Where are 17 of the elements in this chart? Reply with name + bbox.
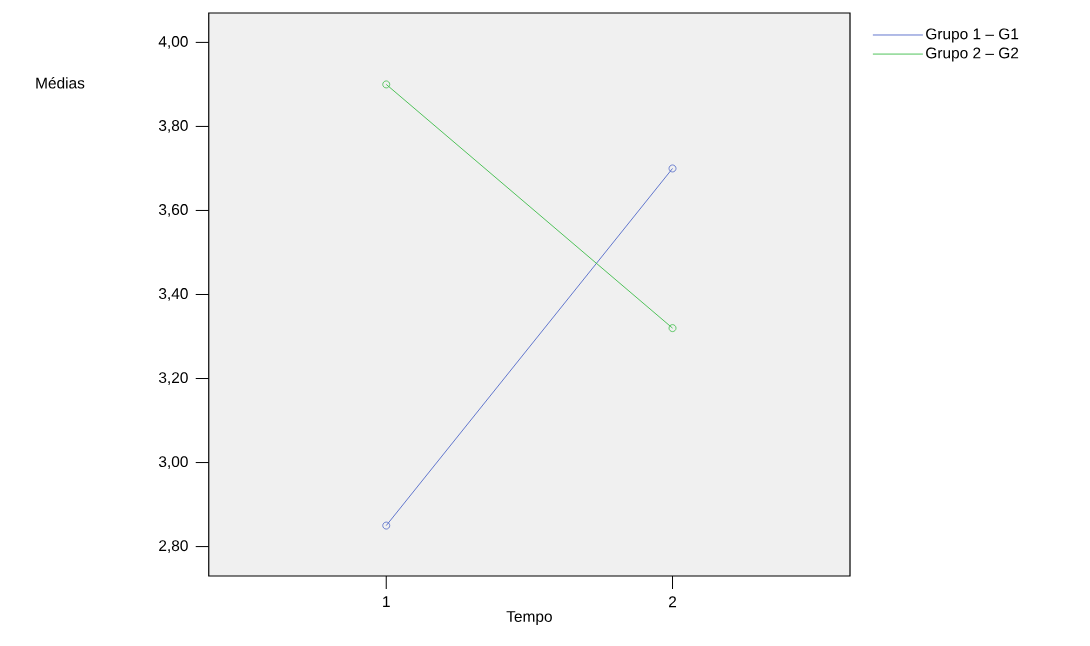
y-tick-label: 2,80 [159,540,188,553]
legend-label: Grupo 1 – G1 [926,28,1019,43]
point [668,164,677,173]
y-axis-title: Médias [36,77,85,89]
y-tick-label: 4,00 [158,36,188,49]
point [382,80,391,89]
x-axis-title: Tempo [506,611,552,626]
y-tick-label: 3,20 [158,372,188,385]
x-tick-label: 1 [383,596,390,607]
y-tick-label: 3,80 [158,120,188,133]
y-tick-label: 3,60 [158,204,188,217]
x-tick-label: 2 [669,596,677,608]
y-tick-label: 3,00 [158,456,188,469]
legend-label: Grupo 2 – G2 [926,47,1019,62]
point [382,521,391,530]
y-tick-label: 3,40 [158,288,188,301]
point [668,324,677,333]
